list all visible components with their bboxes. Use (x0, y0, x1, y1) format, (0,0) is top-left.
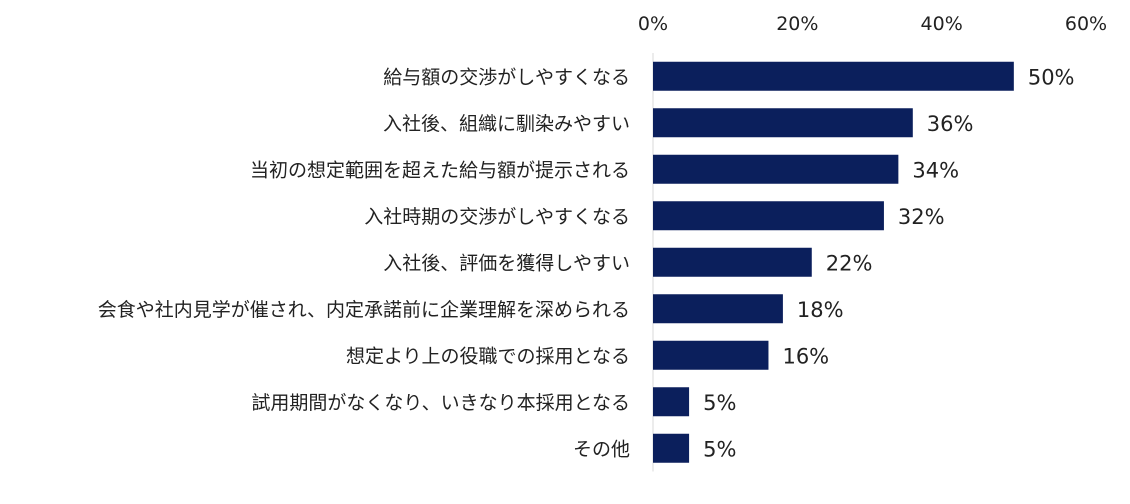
bar (653, 294, 783, 324)
data-label: 36% (927, 112, 974, 136)
bar (653, 387, 690, 417)
x-tick-label: 40% (921, 13, 963, 35)
category-label: 試用期間がなくなり、いきなり本採用となる (251, 392, 630, 414)
data-label: 5% (703, 437, 736, 461)
data-label: 5% (703, 391, 736, 415)
bar (653, 433, 690, 463)
data-label: 22% (826, 251, 873, 275)
category-labels: 給与額の交渉がしやすくなる入社後、組織に馴染みやすい当初の想定範囲を超えた給与額… (98, 66, 630, 460)
category-label: 給与額の交渉がしやすくなる (383, 66, 630, 88)
x-axis-ticks: 0% 20% 40% 60% (638, 13, 1107, 35)
bar (653, 108, 913, 138)
category-label: 入社時期の交渉がしやすくなる (364, 206, 630, 228)
bar (653, 61, 1014, 91)
category-label: 当初の想定範囲を超えた給与額が提示される (250, 159, 630, 181)
data-label: 18% (797, 298, 844, 322)
data-label: 16% (782, 344, 829, 368)
bar (653, 247, 812, 277)
data-label: 32% (898, 205, 945, 229)
bar (653, 201, 884, 231)
category-label: 入社後、組織に馴染みやすい (383, 113, 630, 135)
bar (653, 340, 769, 370)
category-label: その他 (573, 438, 630, 460)
data-label: 50% (1028, 65, 1075, 89)
x-tick-label: 0% (638, 13, 668, 35)
category-label: 想定より上の役職での採用となる (346, 345, 630, 367)
x-tick-label: 20% (776, 13, 818, 35)
bars (653, 61, 1014, 463)
x-tick-label: 60% (1065, 13, 1107, 35)
category-label: 会食や社内見学が催され、内定承諾前に企業理解を深められる (98, 299, 630, 321)
bar (653, 154, 899, 184)
category-label: 入社後、評価を獲得しやすい (383, 252, 630, 274)
data-label: 34% (912, 158, 959, 182)
data-labels: 50% 36% 34% 32% 22% 18% 16% 5% 5% (703, 65, 1074, 461)
